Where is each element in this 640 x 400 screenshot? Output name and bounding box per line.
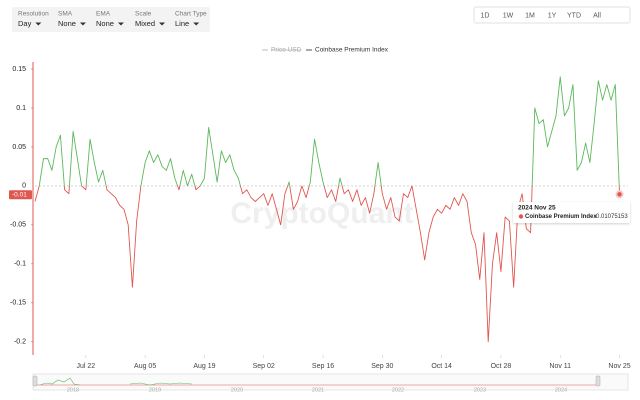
dropdown-arrow <box>193 22 200 26</box>
x-tick-label: Sep 16 <box>312 363 334 370</box>
x-tick-label: Oct 28 <box>491 363 512 370</box>
navigator-handle[interactable] <box>595 375 601 387</box>
y-tick-label: -0.05 <box>10 222 26 229</box>
dropdown-arrow <box>79 22 86 26</box>
tooltip-date: 2024 Nov 25 <box>518 205 556 212</box>
y-tick-label: -0.2 <box>14 339 26 346</box>
dropdown-arrow <box>159 22 166 26</box>
range-button[interactable]: 1W <box>503 12 514 19</box>
control-label: Resolution <box>18 11 49 18</box>
control-label: EMA <box>96 11 111 18</box>
y-tick-label: 0.1 <box>16 105 26 112</box>
series-line <box>34 185 620 343</box>
dropdown-arrow <box>35 22 42 26</box>
range-panel <box>473 6 631 24</box>
x-tick-label: Aug 05 <box>134 363 156 370</box>
navigator-year: 2020 <box>231 387 243 393</box>
navigator-year: 2019 <box>149 387 161 393</box>
navigator-year: 2022 <box>392 387 404 393</box>
navigator-year: 2023 <box>474 387 486 393</box>
range-button[interactable]: YTD <box>567 12 581 19</box>
navigator-line <box>39 377 81 386</box>
control-value[interactable]: Day <box>18 19 32 28</box>
y-tick-label: 0.15 <box>12 66 26 73</box>
y-tick-label: 0.05 <box>12 144 26 151</box>
hover-point <box>617 192 622 197</box>
control-value[interactable]: None <box>58 19 76 28</box>
current-value-label: -0.01 <box>12 191 27 198</box>
control-value[interactable]: None <box>96 19 114 28</box>
x-tick-label: Sep 02 <box>253 363 275 370</box>
control-label: SMA <box>58 11 73 18</box>
navigator-line <box>129 382 193 386</box>
control-value[interactable]: Mixed <box>135 19 155 28</box>
y-tick-label: 0 <box>22 183 26 190</box>
navigator-year: 2024 <box>555 387 567 393</box>
navigator-year: 2021 <box>312 387 324 393</box>
legend: Price USD Coinbase Premium Index <box>262 47 389 54</box>
y-tick-label: -0.15 <box>10 300 26 307</box>
tooltip: 2024 Nov 25 Coinbase Premium Index-0.0107… <box>513 202 630 223</box>
tooltip-value: -0.01075153 <box>594 214 628 220</box>
range-button[interactable]: All <box>593 12 601 19</box>
control-label: Chart Type <box>175 11 207 18</box>
navigator-year: 2018 <box>67 387 79 393</box>
x-tick-label: Sep 30 <box>371 363 393 370</box>
tooltip-dot <box>518 214 524 219</box>
x-tick-label: Nov 11 <box>549 363 571 370</box>
x-tick-label: Aug 19 <box>193 363 215 370</box>
controls-panel <box>12 7 210 32</box>
tooltip-box <box>513 202 630 223</box>
range-button[interactable]: 1Y <box>548 12 557 19</box>
x-tick-label: Nov 25 <box>608 363 630 370</box>
x-tick-label: Oct 14 <box>431 363 452 370</box>
dropdown-arrow <box>117 22 124 26</box>
control-label: Scale <box>135 11 152 18</box>
x-tick-label: Jul 22 <box>76 363 95 370</box>
current-value-badge <box>9 190 32 200</box>
range-button[interactable]: 1D <box>481 12 490 19</box>
navigator <box>32 373 629 391</box>
tooltip-series: Coinbase Premium Index <box>525 214 597 220</box>
range-button[interactable]: 1M <box>525 12 535 19</box>
legend-label[interactable]: Coinbase Premium Index <box>315 47 389 54</box>
y-tick-label: -0.1 <box>14 261 26 268</box>
watermark: CryptoQuant <box>230 197 413 230</box>
navigator-handle[interactable] <box>32 375 38 387</box>
legend-label[interactable]: Price USD <box>271 47 302 54</box>
control-value[interactable]: Line <box>175 19 189 28</box>
